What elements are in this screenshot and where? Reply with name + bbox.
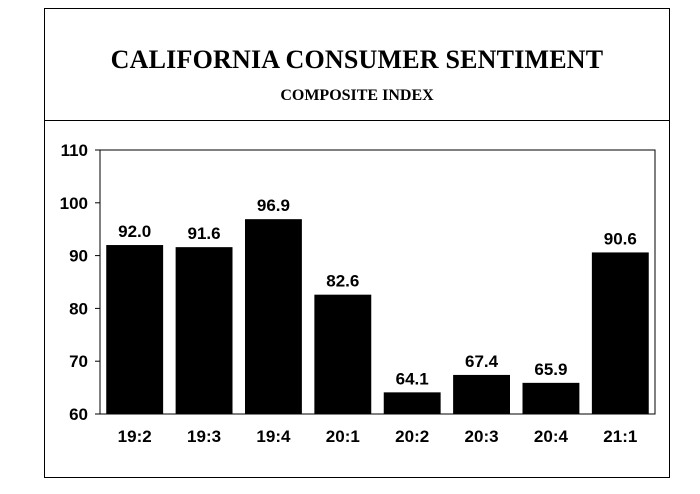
data-label: 64.1: [396, 369, 429, 388]
chart-title: CALIFORNIA CONSUMER SENTIMENT: [110, 45, 604, 74]
y-tick-label: 70: [69, 352, 88, 371]
bar: [453, 374, 511, 414]
x-tick-label: 20:1: [326, 427, 360, 446]
x-tick-label: 20:4: [534, 427, 569, 446]
bar: [591, 252, 649, 414]
bar: [383, 392, 441, 414]
data-label: 91.6: [188, 224, 221, 243]
bar: [244, 219, 302, 414]
chart-subtitle: COMPOSITE INDEX: [280, 87, 434, 104]
y-tick-label: 90: [69, 247, 88, 266]
title-band: CALIFORNIA CONSUMER SENTIMENT COMPOSITE …: [45, 9, 669, 121]
x-tick-label: 21:1: [603, 427, 637, 446]
y-tick-label: 110: [61, 141, 88, 160]
plot-area: [99, 149, 656, 415]
y-tick-label: 100: [60, 194, 88, 213]
y-tick-label: 60: [69, 405, 88, 424]
data-label: 96.9: [257, 196, 290, 215]
x-tick-label: 20:2: [395, 427, 429, 446]
x-tick-label: 19:2: [118, 427, 152, 446]
data-label: 65.9: [534, 360, 567, 379]
data-label: 82.6: [326, 272, 359, 291]
y-tick-label: 80: [69, 299, 88, 318]
bar: [314, 294, 372, 414]
x-tick-label: 20:3: [465, 427, 499, 446]
x-tick-label: 19:3: [187, 427, 221, 446]
data-label: 92.0: [118, 222, 151, 241]
bar: [106, 245, 164, 414]
data-label: 90.6: [604, 229, 637, 248]
x-tick-label: 19:4: [256, 427, 291, 446]
bar: [522, 382, 580, 414]
bar: [175, 247, 233, 414]
data-label: 67.4: [465, 352, 499, 371]
